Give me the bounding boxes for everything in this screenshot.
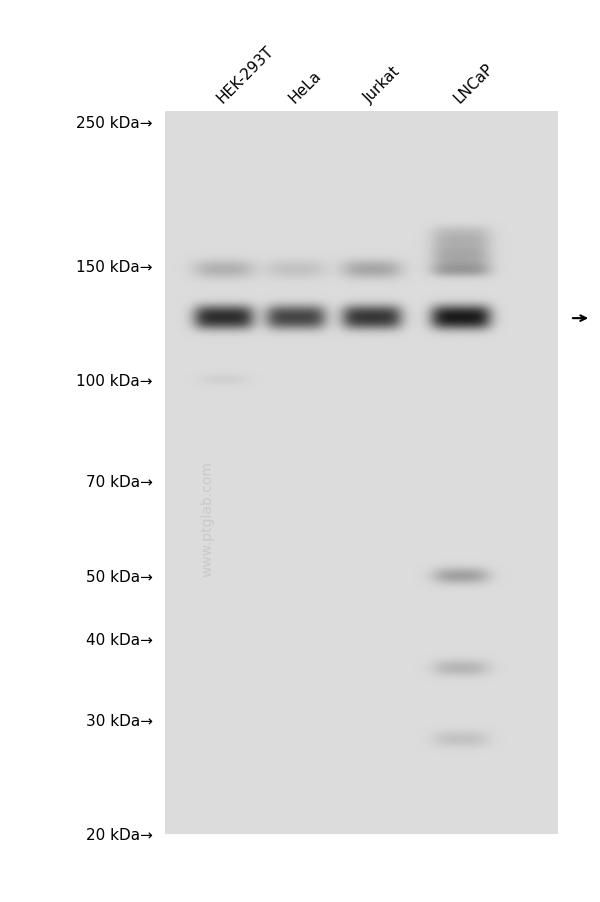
Text: 250 kDa→: 250 kDa→: [77, 116, 153, 132]
Text: HeLa: HeLa: [286, 68, 325, 106]
Text: 150 kDa→: 150 kDa→: [77, 260, 153, 275]
Text: 100 kDa→: 100 kDa→: [77, 374, 153, 389]
Text: www.ptglab.com: www.ptglab.com: [200, 461, 214, 576]
Text: 20 kDa→: 20 kDa→: [86, 827, 153, 842]
Text: 40 kDa→: 40 kDa→: [86, 632, 153, 647]
Text: 30 kDa→: 30 kDa→: [86, 713, 153, 728]
Text: 50 kDa→: 50 kDa→: [86, 569, 153, 584]
Text: Jurkat: Jurkat: [361, 63, 403, 106]
Text: HEK-293T: HEK-293T: [214, 43, 277, 106]
Text: LNCaP: LNCaP: [451, 60, 497, 106]
Text: 70 kDa→: 70 kDa→: [86, 474, 153, 490]
